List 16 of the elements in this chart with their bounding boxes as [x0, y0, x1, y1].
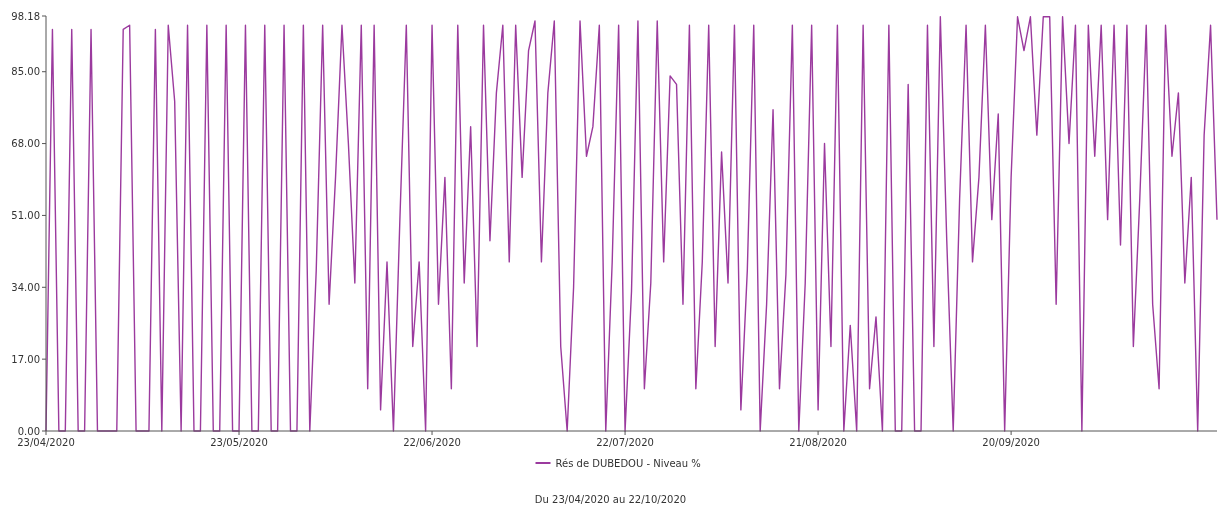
x-tick-label: 21/08/2020 [789, 437, 847, 448]
text: Du 23/04/2020 au 22/10/2020 [534, 494, 687, 505]
x-tick-label: 20/09/2020 [982, 437, 1040, 448]
line-series [45, 16, 1218, 432]
x-tick-label: 23/04/2020 [17, 437, 75, 448]
legend-label: Rés de DUBEDOU - Niveau % [555, 457, 701, 469]
y-tick-label: 17.00 [11, 353, 40, 365]
x-tick-label: 22/06/2020 [403, 437, 461, 448]
y-tick-label: 0.00 [17, 425, 40, 437]
y-tick-label: 85.00 [11, 66, 40, 78]
y-tick-label: 51.00 [11, 209, 40, 221]
x-tick-label: 23/05/2020 [210, 437, 268, 448]
y-tick-label: 34.00 [11, 281, 40, 293]
x-tick-label: 22/07/2020 [596, 437, 654, 448]
y-tick-label: 98.18 [11, 10, 40, 22]
y-tick-label: 68.00 [11, 138, 40, 150]
